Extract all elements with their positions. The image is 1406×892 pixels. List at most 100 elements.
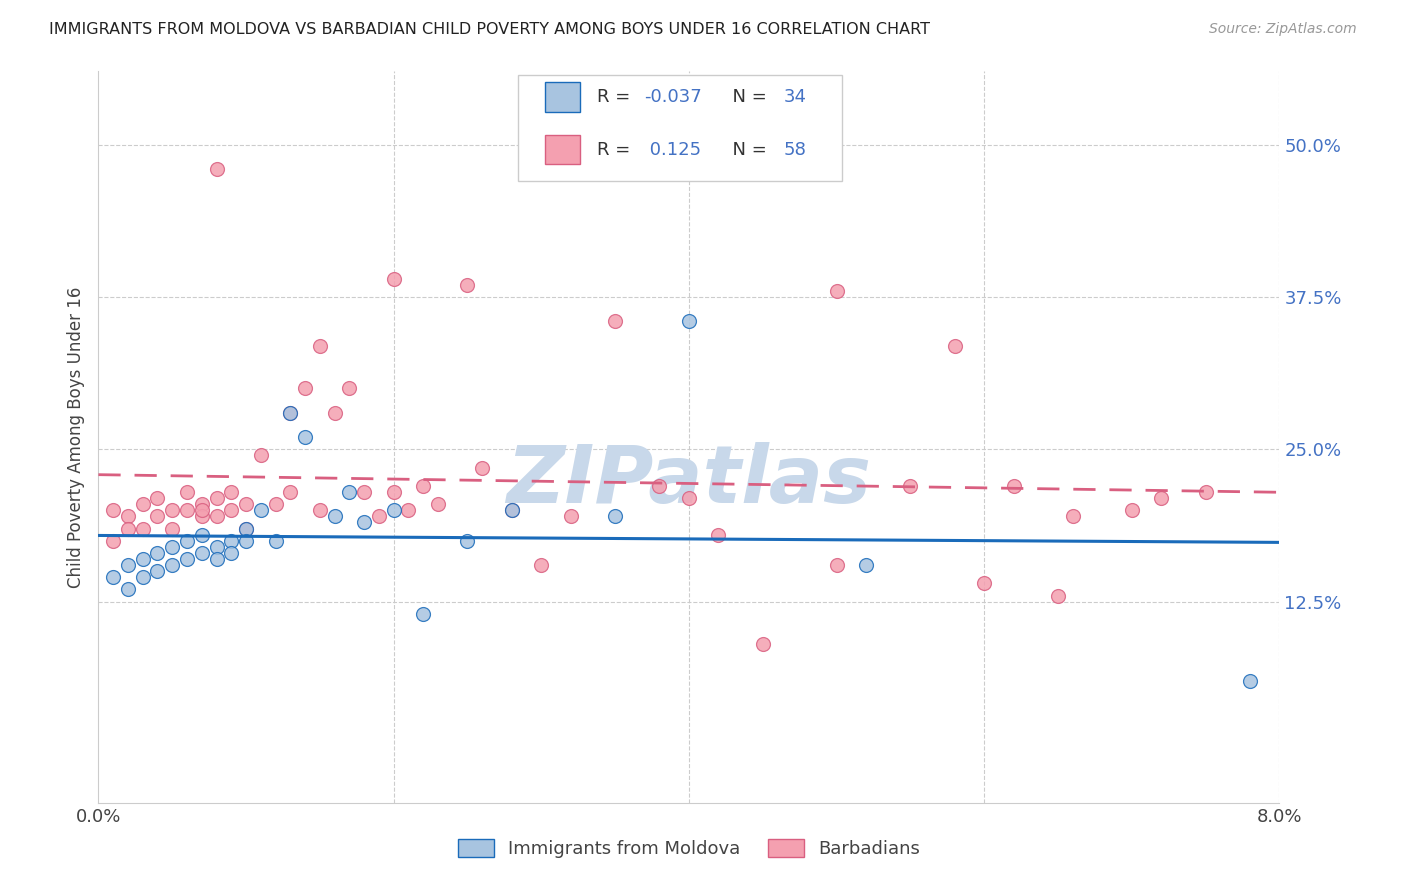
Point [382, 503, 405, 517]
Point [1121, 503, 1143, 517]
Legend: Immigrants from Moldova, Barbadians: Immigrants from Moldova, Barbadians [449, 830, 929, 867]
Y-axis label: Child Poverty Among Boys Under 16: Child Poverty Among Boys Under 16 [66, 286, 84, 588]
Point [752, 637, 775, 651]
Point [707, 527, 730, 541]
Point [264, 533, 287, 548]
Point [427, 497, 450, 511]
Point [309, 503, 332, 517]
Point [162, 503, 183, 517]
Point [191, 509, 214, 524]
Point [176, 503, 198, 517]
Point [323, 406, 346, 420]
Point [176, 552, 198, 566]
Text: ZIPatlas: ZIPatlas [506, 442, 872, 520]
Point [205, 552, 228, 566]
Point [176, 533, 198, 548]
Point [501, 503, 523, 517]
Point [900, 479, 922, 493]
Point [205, 540, 228, 554]
Point [117, 509, 139, 524]
Text: IMMIGRANTS FROM MOLDOVA VS BARBADIAN CHILD POVERTY AMONG BOYS UNDER 16 CORRELATI: IMMIGRANTS FROM MOLDOVA VS BARBADIAN CHI… [49, 22, 931, 37]
Point [457, 277, 479, 292]
Point [205, 161, 228, 176]
Point [235, 521, 257, 535]
Point [943, 338, 966, 352]
Point [560, 509, 582, 524]
Point [825, 284, 848, 298]
Point [973, 576, 995, 591]
Point [471, 460, 494, 475]
Point [457, 533, 479, 548]
Point [235, 521, 257, 535]
Point [339, 485, 361, 500]
Point [412, 479, 434, 493]
Point [530, 558, 553, 573]
Text: Source: ZipAtlas.com: Source: ZipAtlas.com [1209, 22, 1357, 37]
Point [264, 497, 287, 511]
Point [103, 533, 125, 548]
Point [250, 448, 273, 462]
Point [221, 485, 243, 500]
Point [280, 406, 302, 420]
Text: 0.125: 0.125 [644, 141, 702, 159]
Point [412, 607, 434, 621]
Point [221, 546, 243, 560]
Point [176, 485, 198, 500]
Text: R =: R = [596, 88, 636, 106]
Point [146, 546, 169, 560]
Point [309, 338, 332, 352]
Point [353, 485, 375, 500]
Point [1239, 673, 1261, 688]
Point [1062, 509, 1084, 524]
Point [1195, 485, 1218, 500]
Point [235, 497, 257, 511]
Point [280, 485, 302, 500]
Point [191, 527, 214, 541]
Point [191, 503, 214, 517]
FancyBboxPatch shape [546, 82, 581, 112]
Point [103, 503, 125, 517]
Point [382, 485, 405, 500]
Point [146, 509, 169, 524]
Point [382, 271, 405, 285]
Point [191, 546, 214, 560]
Point [162, 558, 183, 573]
Text: N =: N = [721, 88, 772, 106]
Point [235, 533, 257, 548]
Point [855, 558, 877, 573]
FancyBboxPatch shape [517, 75, 842, 181]
Point [205, 509, 228, 524]
Point [146, 564, 169, 578]
Point [1002, 479, 1025, 493]
Point [648, 479, 671, 493]
Point [294, 430, 316, 444]
Point [162, 521, 183, 535]
Point [605, 509, 627, 524]
Point [353, 516, 375, 530]
Text: N =: N = [721, 141, 772, 159]
Point [117, 521, 139, 535]
Point [221, 533, 243, 548]
Point [205, 491, 228, 505]
Point [323, 509, 346, 524]
FancyBboxPatch shape [546, 135, 581, 164]
Point [117, 558, 139, 573]
Point [280, 406, 302, 420]
Point [132, 552, 155, 566]
Text: 34: 34 [783, 88, 807, 106]
Point [132, 521, 155, 535]
Point [1150, 491, 1173, 505]
Point [117, 582, 139, 597]
Point [678, 314, 700, 328]
Text: -0.037: -0.037 [644, 88, 702, 106]
Point [368, 509, 391, 524]
Point [146, 491, 169, 505]
Point [294, 381, 316, 395]
Point [221, 503, 243, 517]
Point [398, 503, 420, 517]
Point [1046, 589, 1070, 603]
Point [825, 558, 848, 573]
Point [501, 503, 523, 517]
Point [250, 503, 273, 517]
Point [162, 540, 183, 554]
